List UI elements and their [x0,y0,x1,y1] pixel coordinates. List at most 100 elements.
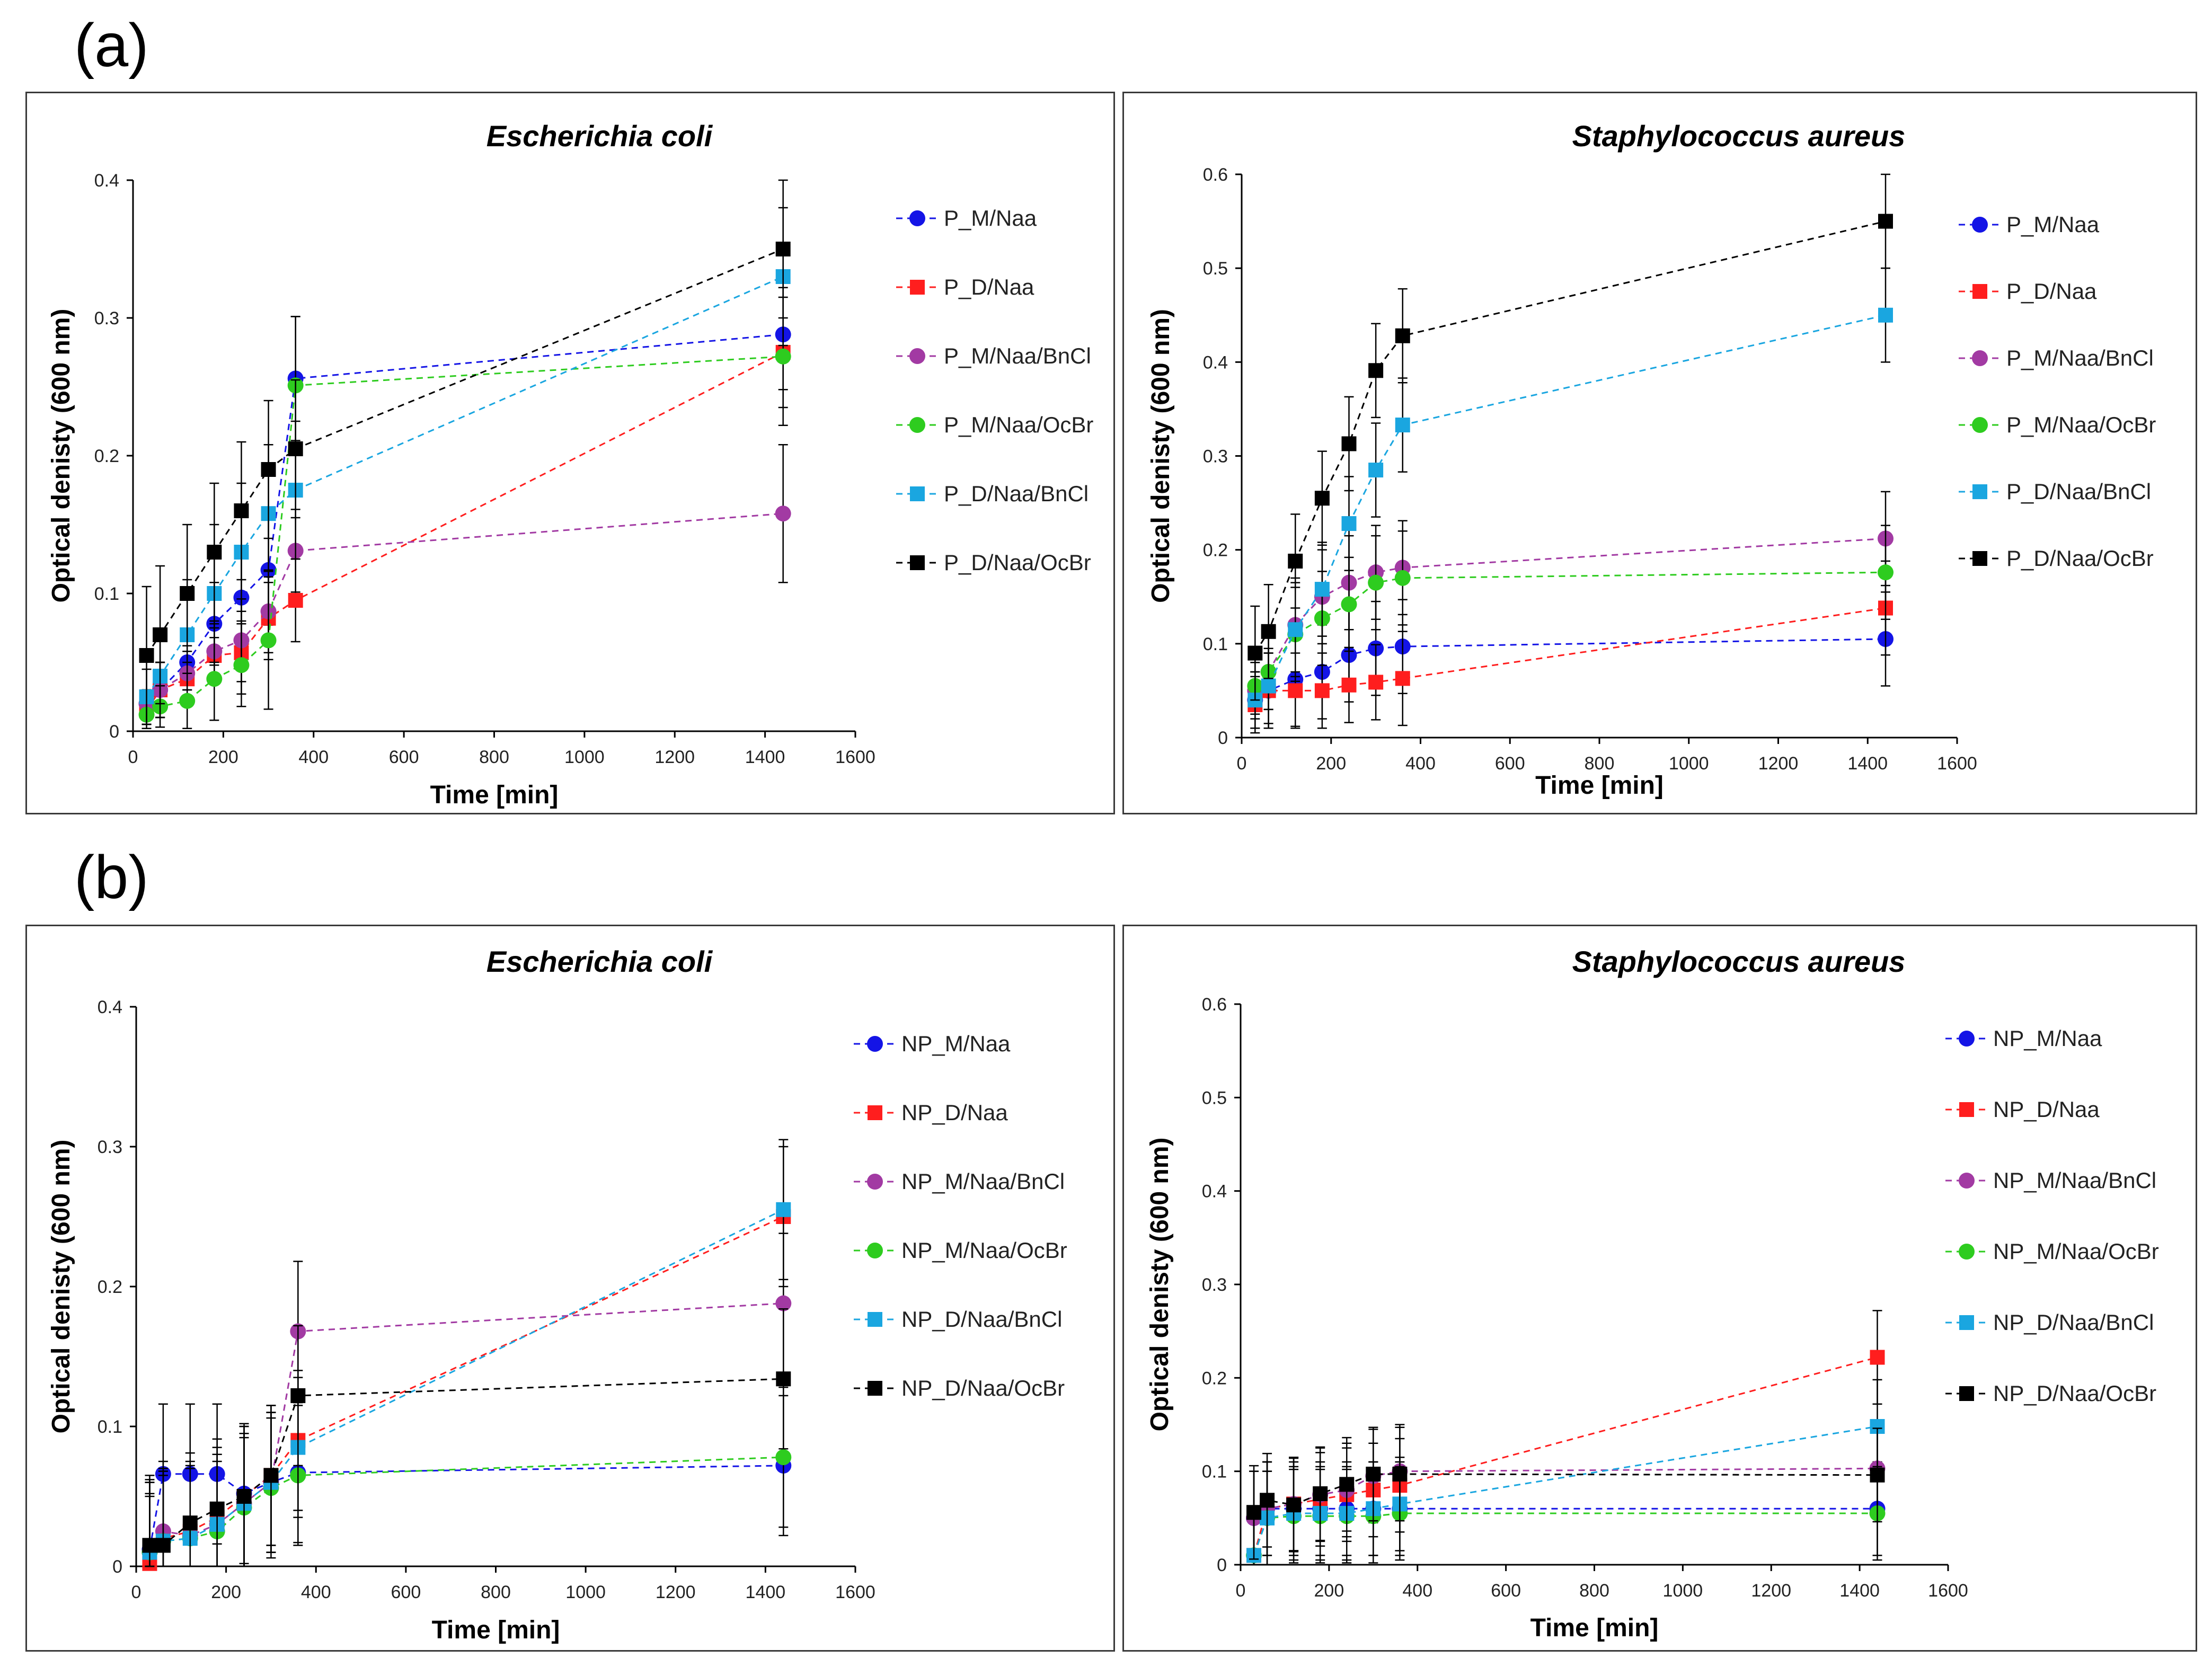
chart-a-saureus-series-p-d-naa-ocbr-point [1878,214,1893,229]
chart-b-ecoli: Escherichia coli 0 0.1 0.2 0.3 0.4 0 200 400 600 8… [47,945,1067,1644]
chart-b-saureus-legend: NP_M/Naa NP_D/Naa NP_M/Naa/BnCl NP_M/Naa/Oc… [1945,1026,2159,1406]
chart-b-ecoli-series-np-m-naa-bncl [141,1232,792,1567]
chart-a-ecoli-x-tick-label: 1600 [835,747,875,767]
chart-b-ecoli-series-np-d-naa-ocbr-point [776,1371,791,1387]
chart-b-saureus-legend-entry-np-m-naa-bncl-marker [1959,1173,1975,1189]
chart-a-saureus-legend-entry-p-d-naa-ocbr-label: P_D/Naa/OcBr [2006,546,2154,571]
chart-a-ecoli-series-p-d-naa-point [288,593,303,608]
chart-a-saureus-series-p-d-naa-ocbr-line [1254,220,1886,654]
chart-b-ecoli-series-np-d-naa-bncl-point [776,1202,791,1217]
chart-a-saureus-series-p-d-naa-ocbr-point [1261,624,1276,639]
chart-a-saureus-series-p-m-naa-bncl-line [1254,537,1886,691]
chart-a-ecoli-series-p-m-naa-ocbr-point [233,657,250,673]
chart-a-ecoli-x-tick-label: 200 [208,747,238,767]
chart-b-ecoli-series-np-d-naa-ocbr-point [155,1538,171,1553]
chart-a-ecoli-legend-entry-p-m-naa-bncl-label: P_M/Naa/BnCl [944,343,1091,368]
chart-a-ecoli-legend-entry-p-m-naa-marker [909,210,925,226]
chart-b-saureus-legend-entry-np-d-naa-ocbr-marker [1959,1386,1974,1401]
chart-b-ecoli-legend-entry-np-d-naa-bncl-label: NP_D/Naa/BnCl [901,1307,1062,1332]
chart-a-ecoli-x-tick-label: 1200 [654,747,695,767]
chart-a-ecoli-series-p-m-naa-ocbr-point [260,632,277,649]
chart-a-saureus-legend-entry-p-m-naa-marker [1972,217,1988,233]
chart-a-saureus-series-p-d-naa-ocbr-point [1395,328,1410,343]
chart-b-saureus-y-tick-label: 0.5 [1202,1088,1227,1108]
chart-b-saureus-y-tick-label: 0.3 [1202,1275,1227,1295]
chart-b-ecoli-series-np-m-naa [141,1395,792,1567]
chart-a-ecoli-legend-entry-p-m-naa-ocbr-marker [909,417,925,433]
chart-a-saureus-series-p-d-naa-point [1395,671,1410,686]
chart-b-ecoli-x-tick-label: 1600 [835,1582,875,1602]
chart-a-saureus-series-p-d-naa-point [1368,675,1384,690]
chart-b-ecoli-legend-entry-np-m-naa-bncl-marker [867,1174,883,1190]
chart-b-saureus-legend-entry-np-d-naa-bncl-marker [1959,1315,1974,1330]
chart-a-saureus-legend-entry-p-m-naa-ocbr-marker [1972,417,1988,433]
chart-a-saureus-series-p-d-naa-ocbr-point [1368,363,1384,378]
chart-a-saureus-series-p-d-naa-bncl [1247,267,1893,729]
chart-a-saureus: Staphylococcus aureus 0 0.1 0.2 0.3 0.4 0.5 0.6… [1147,119,2156,800]
chart-b-ecoli-series-np-d-naa-ocbr-point [290,1388,306,1403]
chart-a-saureus-series-p-d-naa-ocbr-point [1288,553,1303,569]
chart-a-saureus-series-p-m-naa-ocbr-point [1341,596,1357,613]
chart-a-saureus-x-axis-label: Time [min] [1535,772,1664,800]
chart-b-ecoli-y-tick-label: 0 [112,1557,122,1577]
chart-a-ecoli-legend-entry-p-d-naa-bncl-label: P_D/Naa/BnCl [944,481,1089,506]
chart-b-ecoli-y-axis-label: Optical denisty (600 nm) [47,1140,75,1434]
chart-b-ecoli-series-np-m-naa-ocbr [141,1386,792,1567]
chart-a-saureus-y-tick-label: 0.3 [1203,447,1228,467]
chart-a-saureus-series-p-d-naa-bncl-point [1288,622,1303,637]
chart-a-ecoli-y-tick-label: 0.2 [94,446,119,466]
chart-a-ecoli-series-p-m-naa-bncl-line [146,512,783,705]
chart-b-saureus-legend-entry-np-m-naa-bncl-label: NP_M/Naa/BnCl [1993,1168,2156,1193]
chart-a-ecoli-y-tick-label: 0.3 [94,308,119,329]
chart-a-saureus-y-tick-label: 0.5 [1203,259,1228,279]
chart-a-saureus-series-p-d-naa-ocbr-point [1341,436,1357,451]
chart-a-saureus-x-tick-label: 1400 [1847,753,1888,774]
chart-a-ecoli: Escherichia coli 0 0.1 0.2 0.3 0.4 0 200 400 600 8… [47,119,1093,809]
chart-a-saureus-series-p-m-naa-ocbr [1247,525,1894,715]
chart-b-ecoli-series-np-d-naa-ocbr-point [142,1538,157,1553]
chart-a-saureus-y-tick-label: 0.4 [1203,352,1228,373]
chart-a-saureus-y-tick-label: 0.1 [1203,634,1228,654]
chart-a-saureus-series-p-d-naa-ocbr-point [1314,491,1330,506]
chart-b-saureus-y-tick-label: 0.2 [1202,1368,1227,1388]
chart-a-ecoli-legend-entry-p-d-naa-ocbr-marker [910,555,925,570]
chart-a-ecoli-x-tick-label: 600 [389,747,419,767]
chart-a-saureus-x-tick-label: 1000 [1669,753,1709,774]
chart-b-saureus-series-np-d-naa-ocbr-point [1366,1466,1381,1482]
chart-b-saureus-series-np-d-naa-ocbr-point [1313,1486,1328,1501]
chart-b-saureus-series-np-d-naa-ocbr-point [1260,1493,1275,1508]
chart-b-ecoli-legend: NP_M/Naa NP_D/Naa NP_M/Naa/BnCl NP_M/Naa/Oc… [854,1031,1067,1400]
chart-a-saureus-legend-entry-p-m-naa-label: P_M/Naa [2006,212,2100,237]
chart-a-saureus-series-p-m-naa [1247,591,1894,729]
chart-a-saureus-x-tick-label: 0 [1237,753,1247,774]
chart-b-ecoli-x-axis-label: Time [min] [432,1616,560,1644]
chart-a-ecoli-series-p-d-naa-ocbr-point [234,503,249,518]
chart-b-saureus-series-np-d-naa-point [1870,1350,1885,1365]
chart-a-saureus-y-axis-label: Optical denisty (600 nm) [1147,309,1175,603]
chart-a-ecoli-legend-entry-p-d-naa-ocbr-label: P_D/Naa/OcBr [944,550,1091,575]
chart-a-saureus-series-p-d-naa-ocbr-point [1247,645,1263,661]
chart-a-ecoli-x-tick-label: 800 [479,747,509,767]
chart-b-saureus-series-np-d-naa-ocbr-point [1339,1477,1355,1492]
chart-b-ecoli-series-np-d-naa-ocbr-point [209,1501,225,1517]
chart-a-saureus-legend-entry-p-m-naa-bncl-marker [1972,350,1988,366]
chart-b-saureus-x-tick-label: 1000 [1663,1581,1703,1601]
chart-b-ecoli-legend-entry-np-m-naa-bncl-label: NP_M/Naa/BnCl [901,1169,1065,1194]
chart-b-saureus-legend-entry-np-d-naa-bncl-label: NP_D/Naa/BnCl [1993,1310,2154,1335]
chart-b-saureus-x-tick-label: 800 [1579,1581,1609,1601]
chart-b-saureus-legend-entry-np-m-naa-ocbr-label: NP_M/Naa/OcBr [1993,1239,2159,1264]
chart-a-saureus-series-p-m-naa-ocbr-point [1394,570,1411,586]
chart-a-saureus-legend-entry-p-m-naa-bncl-label: P_M/Naa/BnCl [2006,345,2154,370]
chart-b-ecoli-x-tick-label: 600 [391,1582,421,1602]
chart-a-saureus-legend-entry-p-d-naa-ocbr-marker [1972,551,1987,566]
chart-a-saureus-series-p-d-naa-bncl-line [1254,314,1886,701]
chart-b-saureus-y-tick-label: 0.4 [1202,1182,1227,1202]
chart-a-ecoli-x-tick-label: 1000 [564,747,605,767]
chart-b-ecoli-x-tick-label: 1400 [746,1582,786,1602]
chart-a-saureus-title: Staphylococcus aureus [1572,119,1906,153]
panel-label-b: (b) [74,844,149,911]
chart-a-saureus-x-tick-label: 1200 [1758,753,1799,774]
chart-a-ecoli-legend: P_M/Naa P_D/Naa P_M/Naa/BnCl P_M/Naa/OcBr P_… [896,206,1093,575]
chart-b-saureus-series-np-d-naa-ocbr-point [1246,1505,1262,1520]
chart-a-saureus-series-p-m-naa-ocbr-point [1878,564,1894,581]
